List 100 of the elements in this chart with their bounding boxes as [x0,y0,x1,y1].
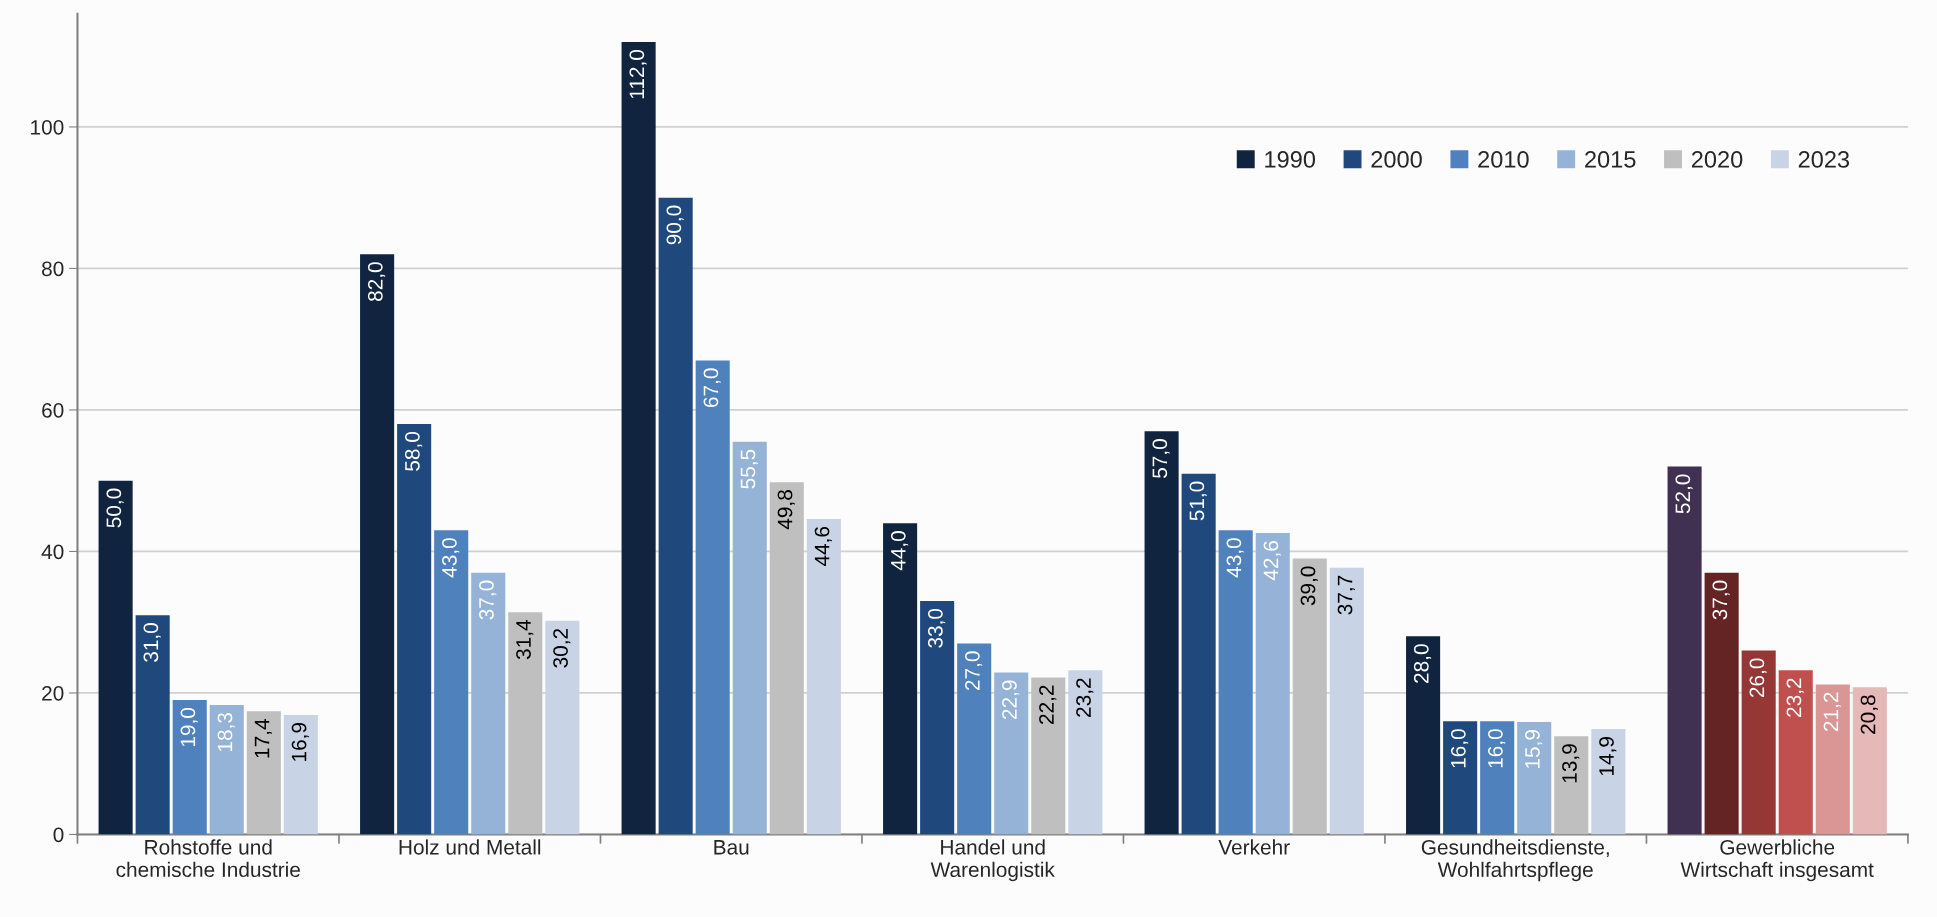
data-label: 44,0 [890,531,909,571]
data-label: 43,0 [442,538,460,578]
bar [1255,533,1290,835]
data-label: 44,6 [814,526,832,567]
legend-label: 2015 [1585,151,1636,168]
bar [1554,736,1589,835]
bar [172,700,207,835]
legend-label: 2023 [1798,151,1850,168]
y-tick-label: 20 [42,685,64,701]
bar [1218,530,1253,835]
data-label: 42,6 [1263,541,1281,581]
bar [135,615,170,835]
data-label: 26,0 [1749,658,1767,698]
bar [1480,721,1515,835]
data-label: 43,0 [1226,538,1244,578]
bar [732,441,767,835]
bar [1031,677,1066,835]
bar [1704,572,1739,835]
bar [545,620,580,835]
data-label: 22,2 [1039,685,1057,724]
data-label: 37,7 [1337,575,1355,615]
data-label: 67,0 [703,368,721,407]
data-label: 23,2 [1786,678,1804,717]
bar [1517,721,1552,835]
x-tick-label: Gesundheitsdienste, Wohlfahrtspflege [1421,839,1609,882]
data-label: 20,8 [1860,695,1878,734]
bar [1778,670,1813,835]
bar [434,530,469,835]
bar [283,714,318,835]
bar [1068,670,1103,835]
bar [957,643,992,835]
bar [1144,431,1179,835]
data-label: 15,9 [1525,730,1543,769]
data-label: 16,9 [291,722,309,761]
data-label: 28,0 [1413,644,1432,683]
bar [1852,687,1887,835]
bar [994,672,1029,835]
data-label: 18,3 [217,712,235,752]
bar [1667,466,1702,835]
data-label: 27,0 [965,651,983,691]
x-tick-label: Holz und Metall [399,839,541,855]
bar [209,705,244,835]
x-tick-label: Rohstoffe und chemische Industrie [116,839,300,878]
bar [920,600,955,835]
x-tick-label: Handel und Warenlogistik [930,839,1055,882]
data-label: 16,0 [1450,729,1469,768]
y-tick-label: 80 [42,261,64,277]
data-label: 82,0 [367,262,386,302]
x-tick-label: Bau [714,840,749,855]
data-label: 21,2 [1823,692,1841,732]
x-tick-label: Gewerbliche Wirtschaft insgesamt [1680,839,1874,882]
data-label: 39,0 [1300,566,1318,606]
bar [1591,729,1626,835]
bar [769,482,804,835]
bar [806,518,841,835]
bar [1181,473,1216,835]
data-label: 16,0 [1488,729,1506,768]
bar [1329,567,1364,835]
data-label: 14,9 [1599,737,1617,776]
data-label: 90,0 [666,205,684,245]
bar [360,254,395,835]
y-tick-label: 0 [53,827,64,843]
data-label: 52,0 [1675,474,1693,514]
data-label: 19,0 [180,707,198,747]
data-label: 55,5 [740,449,758,489]
bar [1741,650,1776,835]
bar [695,360,730,835]
data-label: 17,4 [254,719,272,758]
bar [621,42,656,835]
bar [471,572,506,835]
data-label: 37,0 [1712,580,1730,620]
y-tick-label: 60 [42,402,64,418]
data-label: 51,0 [1189,481,1207,521]
bar [508,612,543,835]
y-tick-label: 100 [31,119,64,135]
data-label: 50,0 [106,488,124,528]
bar [883,523,918,835]
data-label: 31,0 [143,623,161,662]
bar [658,197,693,835]
data-label: 112,0 [629,49,647,99]
legend-label: 1990 [1265,151,1316,168]
data-label: 49,8 [777,490,795,530]
x-tick-label: Verkehr [1218,839,1290,855]
bar [1443,721,1478,835]
legend-label: 2010 [1478,151,1529,168]
data-label: 33,0 [927,608,946,648]
data-label: 58,0 [404,432,423,471]
data-label: 37,0 [479,580,497,620]
data-label: 30,2 [553,628,571,668]
data-label: 23,2 [1076,678,1094,717]
bar [98,480,133,835]
bar [246,711,281,835]
data-label: 13,9 [1562,744,1580,783]
bar [1815,684,1850,835]
bar [397,424,432,835]
y-tick-label: 40 [41,544,64,560]
bar [1292,558,1327,835]
data-label: 57,0 [1152,439,1170,478]
data-label: 22,9 [1002,680,1020,720]
data-label: 31,4 [516,619,534,660]
